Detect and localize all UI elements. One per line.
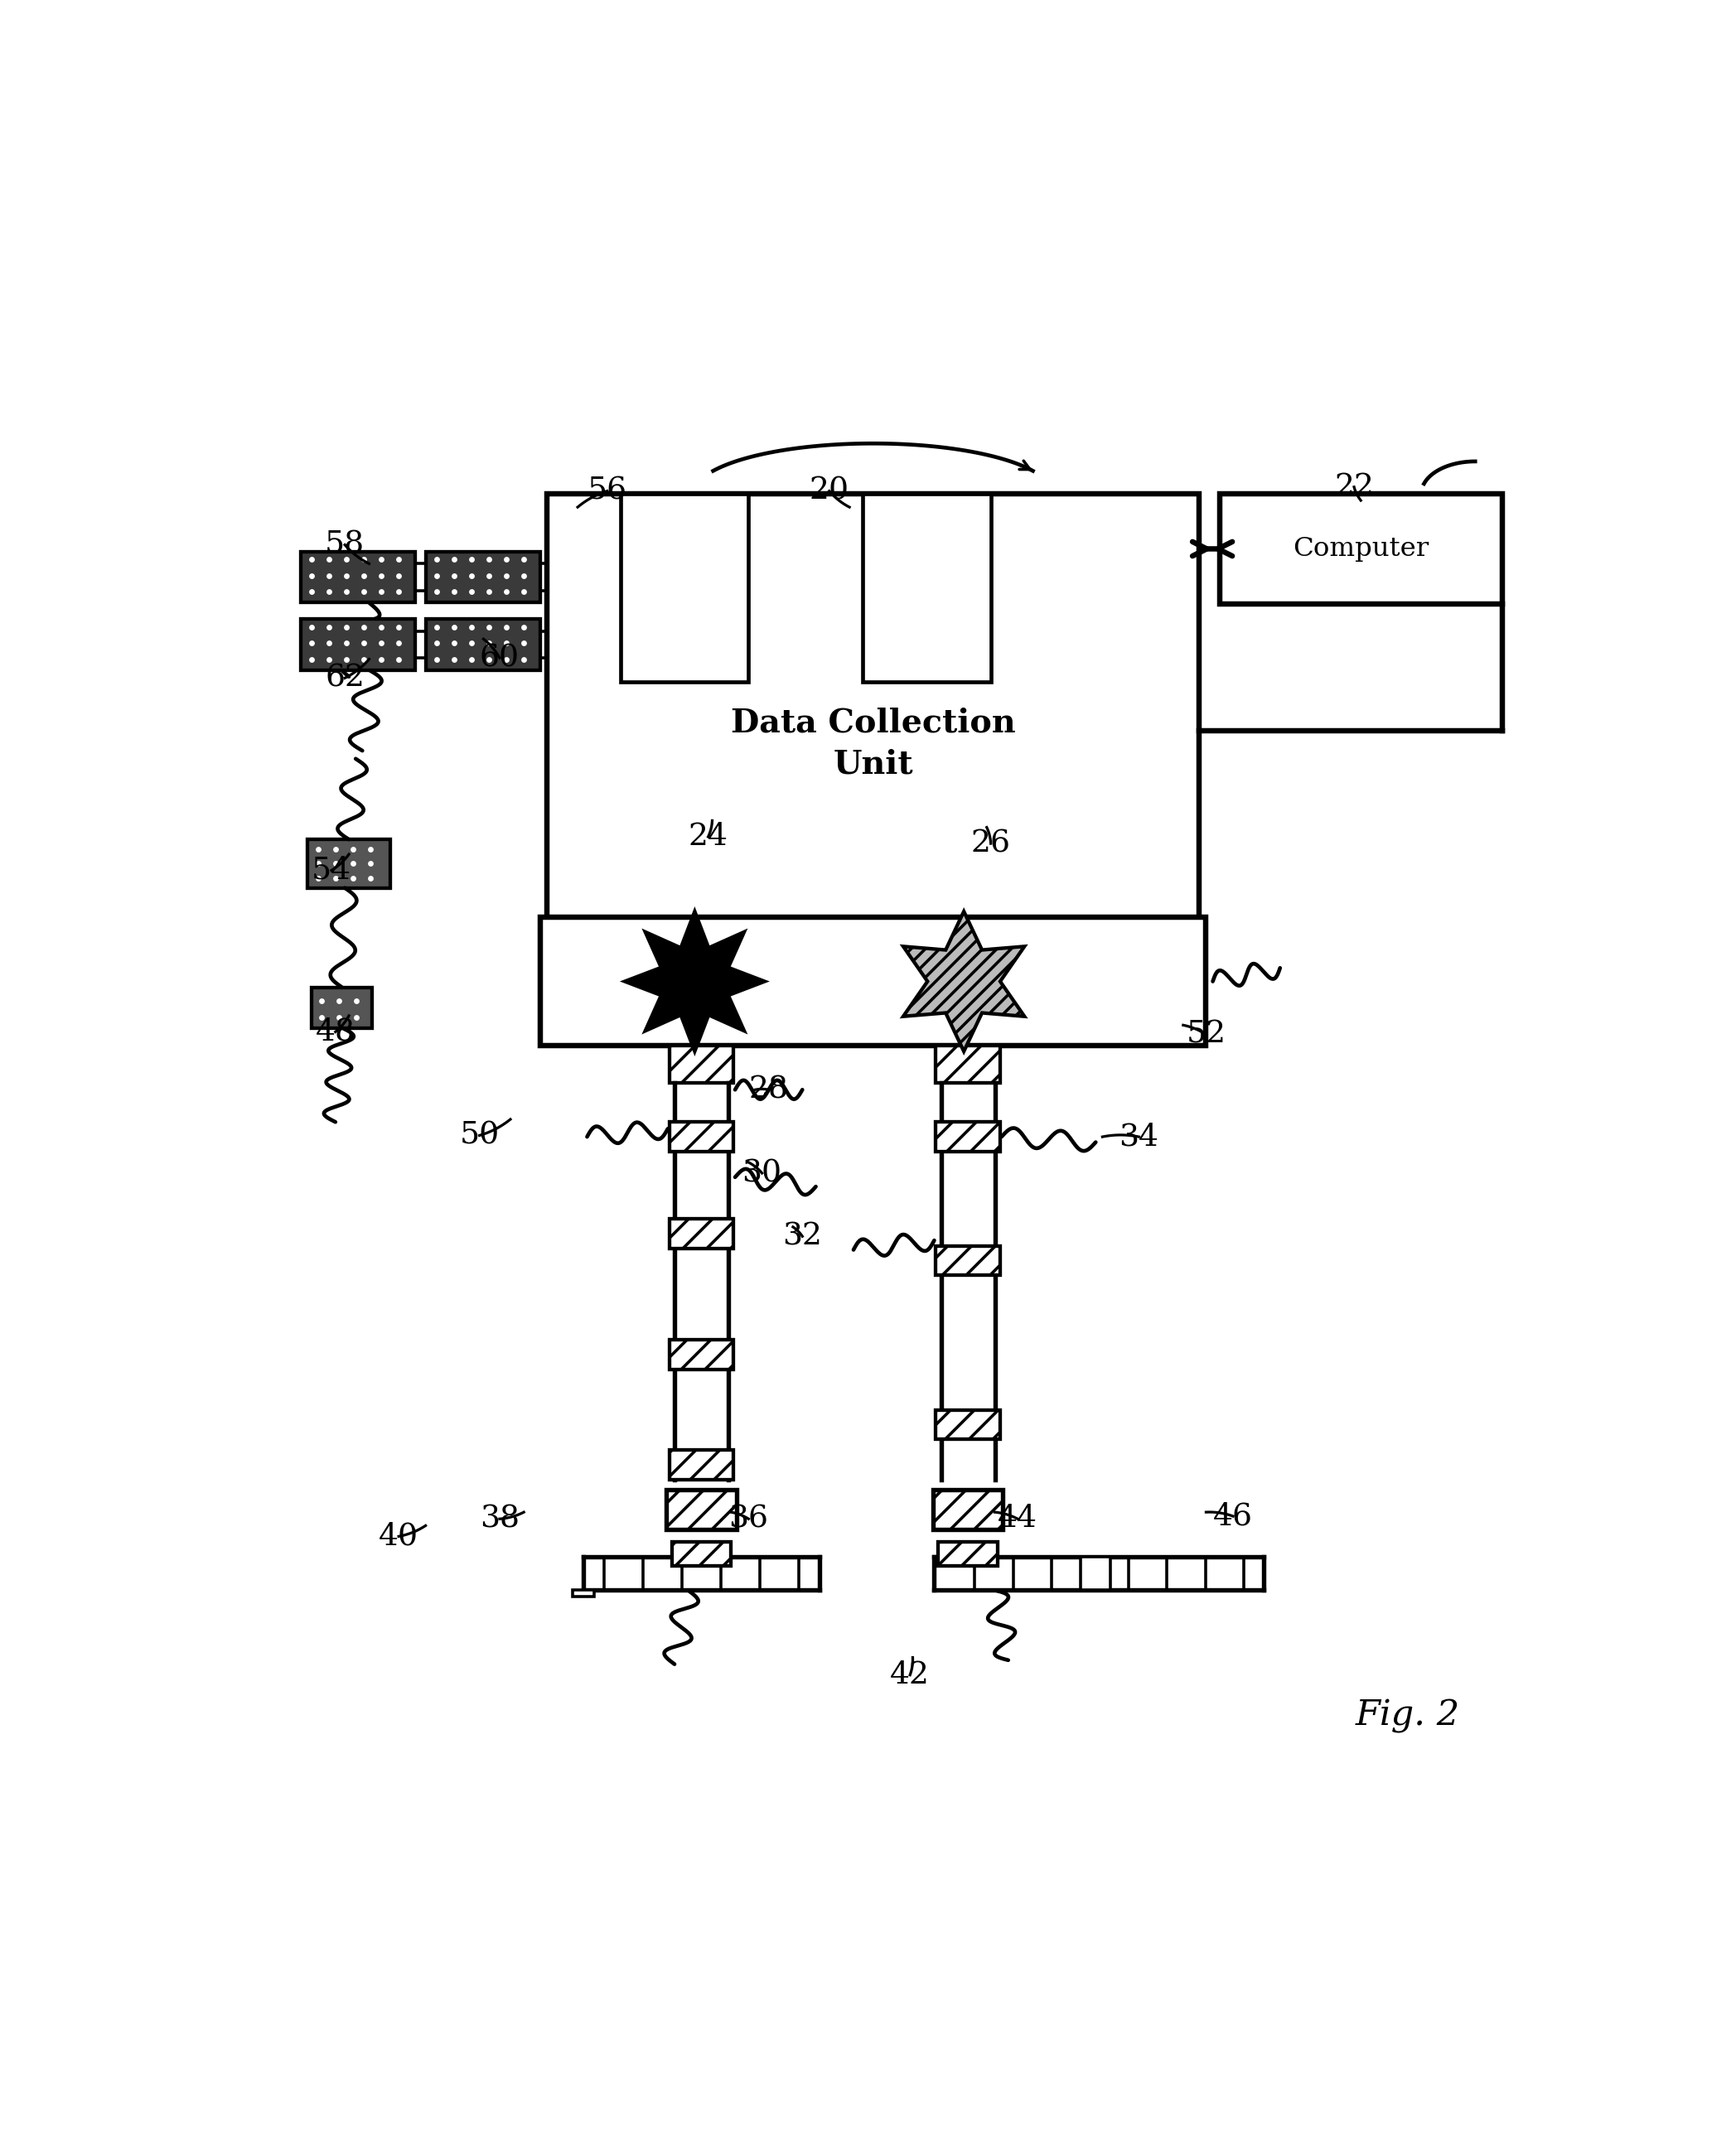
Text: 46: 46 — [1213, 1501, 1253, 1531]
Text: 34: 34 — [1118, 1122, 1158, 1152]
Text: 32: 32 — [783, 1221, 823, 1251]
Bar — [1080, 1557, 1109, 1591]
Text: 48: 48 — [316, 1017, 356, 1047]
Text: 26: 26 — [970, 828, 1010, 858]
Bar — [667, 1490, 736, 1529]
Bar — [668, 1045, 734, 1084]
Bar — [936, 1122, 1000, 1152]
Bar — [425, 553, 540, 602]
Text: 62: 62 — [325, 662, 365, 692]
Bar — [936, 1045, 1000, 1084]
Text: 60: 60 — [479, 643, 519, 673]
Bar — [573, 1591, 594, 1597]
Bar — [668, 1122, 734, 1152]
Text: Computer: Computer — [1293, 535, 1429, 561]
Text: 58: 58 — [325, 531, 365, 559]
Bar — [540, 918, 1207, 1045]
Bar — [863, 494, 991, 682]
Bar — [425, 619, 540, 671]
Text: 54: 54 — [311, 856, 351, 886]
Text: 22: 22 — [1333, 473, 1373, 501]
Bar — [307, 838, 391, 888]
Text: 28: 28 — [748, 1075, 788, 1105]
Text: Fig. 2: Fig. 2 — [1356, 1699, 1460, 1733]
Bar — [300, 553, 415, 602]
Polygon shape — [903, 912, 1024, 1051]
Text: 30: 30 — [741, 1159, 781, 1189]
Text: 56: 56 — [587, 475, 627, 505]
Bar — [547, 494, 1200, 924]
Bar — [937, 1542, 998, 1565]
Bar — [668, 1339, 734, 1370]
Bar — [300, 619, 415, 671]
Bar — [936, 1410, 1000, 1440]
Text: 36: 36 — [729, 1505, 769, 1533]
Text: 38: 38 — [479, 1505, 519, 1533]
Bar — [1219, 494, 1502, 604]
Bar — [936, 1245, 1000, 1275]
Bar — [672, 1542, 731, 1565]
Text: 52: 52 — [1186, 1019, 1226, 1049]
Bar — [621, 494, 748, 682]
Bar — [668, 1451, 734, 1479]
Text: 20: 20 — [809, 475, 849, 505]
Text: 44: 44 — [998, 1505, 1038, 1533]
Text: 40: 40 — [378, 1522, 418, 1552]
Bar — [932, 1490, 1003, 1529]
Text: Data Collection
Unit: Data Collection Unit — [731, 707, 1016, 780]
Text: 50: 50 — [460, 1120, 500, 1150]
Text: 24: 24 — [687, 821, 727, 851]
Bar — [312, 987, 373, 1028]
Polygon shape — [625, 912, 764, 1051]
Text: 42: 42 — [891, 1660, 930, 1690]
Bar — [668, 1219, 734, 1249]
